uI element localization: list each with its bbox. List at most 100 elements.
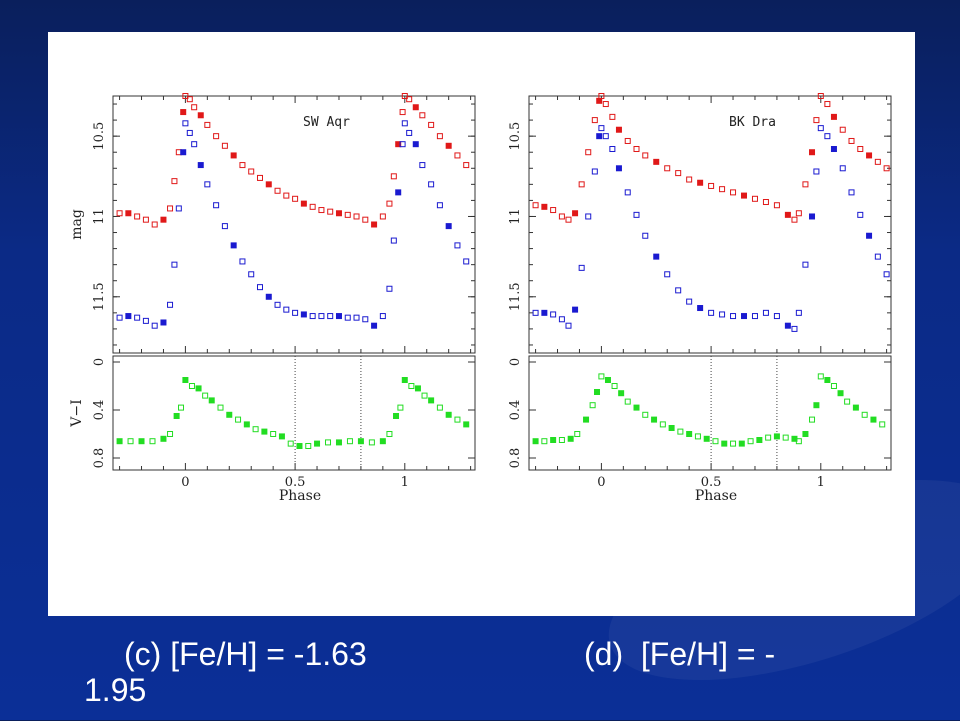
magnitude-point-v [445,142,452,149]
magnitude-point-v [197,112,204,119]
magnitude-point-i [565,322,572,329]
color-index-point [393,413,400,419]
color-index-point [226,411,233,418]
magnitude-point-v [309,203,316,210]
magnitude-point-v [428,121,435,128]
color-index-point [594,389,601,395]
color-index-point [618,390,625,397]
magnitude-point-i [300,311,307,318]
color-index-point [611,383,618,389]
magnitude-point-v [327,208,334,215]
magnitude-point-v [134,213,141,220]
magnitude-point-i [642,232,649,239]
color-index-point [243,421,250,428]
magnitude-point-v [204,121,211,128]
color-index-point [747,438,754,445]
magnitude-point-v [558,213,565,220]
magnitude-point-i [848,189,855,196]
magnitude-point-v [180,109,187,116]
color-index-point [127,438,134,445]
magnitude-point-i [697,305,704,312]
magnitude-point-i [395,189,402,196]
magnitude-point-i [857,211,864,218]
magnitude-point-v [116,210,123,217]
color-index-point [852,404,859,411]
color-index-point [721,440,728,447]
magnitude-point-i [213,202,220,209]
magnitude-point-i [386,285,393,292]
color-index-point [668,425,675,431]
magnitude-point-i [204,181,211,188]
magnitude-point-v [615,126,622,133]
color-index-point [633,404,640,411]
magnitude-frame [528,95,892,354]
magnitude-point-v [221,142,228,149]
y-tick-label: 11.5 [508,282,523,311]
magnitude-point-i [633,211,640,218]
color-index-point [149,438,156,445]
magnitude-point-i [197,162,204,169]
y-tick-label: 0 [508,358,523,366]
magnitude-point-v [362,216,369,223]
magnitude-point-i [773,313,780,320]
magnitude-point-v [379,213,386,220]
magnitude-point-v [602,101,609,108]
magnitude-point-i [883,271,890,278]
color-index-point [703,435,710,442]
color-index-point [379,438,386,445]
magnitude-point-i [730,313,737,320]
y-axis-label-color: V−I [69,399,85,427]
color-index-point [809,416,816,423]
magnitude-point-i [741,313,748,320]
magnitude-point-i [813,168,820,175]
color-index-point [314,440,321,447]
magnitude-point-v [883,165,890,172]
color-index-point [567,435,574,442]
y-tick-label: 0.8 [508,448,523,469]
color-index-point [182,377,189,383]
y-tick-label: 10.5 [508,122,523,151]
color-index-point [178,404,185,411]
magnitude-point-v [585,149,592,156]
magnitude-point-i [624,189,631,196]
color-index-point [252,426,259,433]
color-index-point [368,439,375,446]
y-tick-label: 11 [92,208,107,225]
magnitude-point-v [572,210,579,217]
magnitude-point-i [762,309,769,316]
magnitude-point-i [578,264,585,271]
magnitude-point-v [265,181,272,188]
magnitude-point-v [609,113,616,120]
x-tick-label: 1 [817,475,825,490]
magnitude-point-i [256,284,263,291]
color-index-point [870,416,877,423]
magnitude-point-i [186,129,193,136]
color-index-point [677,428,684,435]
color-index-point [235,416,242,423]
magnitude-point-i [371,322,378,329]
magnitude-point-i [353,314,360,321]
color-index-point [574,431,581,437]
magnitude-point-i [591,168,598,175]
color-index-frame [112,355,476,471]
magnitude-point-i [175,205,182,212]
color-index-point [813,402,820,409]
magnitude-point-i [265,293,272,300]
magnitude-point-i [686,298,693,305]
magnitude-point-v [817,93,824,99]
magnitude-point-i [239,258,246,265]
color-index-point [558,437,565,443]
magnitude-point-v [591,117,598,124]
color-index-point [817,373,824,380]
caption-panel-d: (d) [Fe/H] = - [584,636,776,672]
magnitude-point-i [751,313,758,320]
magnitude-point-v [751,195,758,202]
magnitude-point-i [401,120,408,127]
magnitude-point-i [817,125,824,132]
color-index-point [604,377,611,383]
magnitude-point-i [436,202,443,209]
magnitude-point-i [191,141,198,148]
magnitude-point-v [697,179,704,186]
magnitude-point-v [283,192,290,199]
magnitude-point-i [653,253,660,260]
